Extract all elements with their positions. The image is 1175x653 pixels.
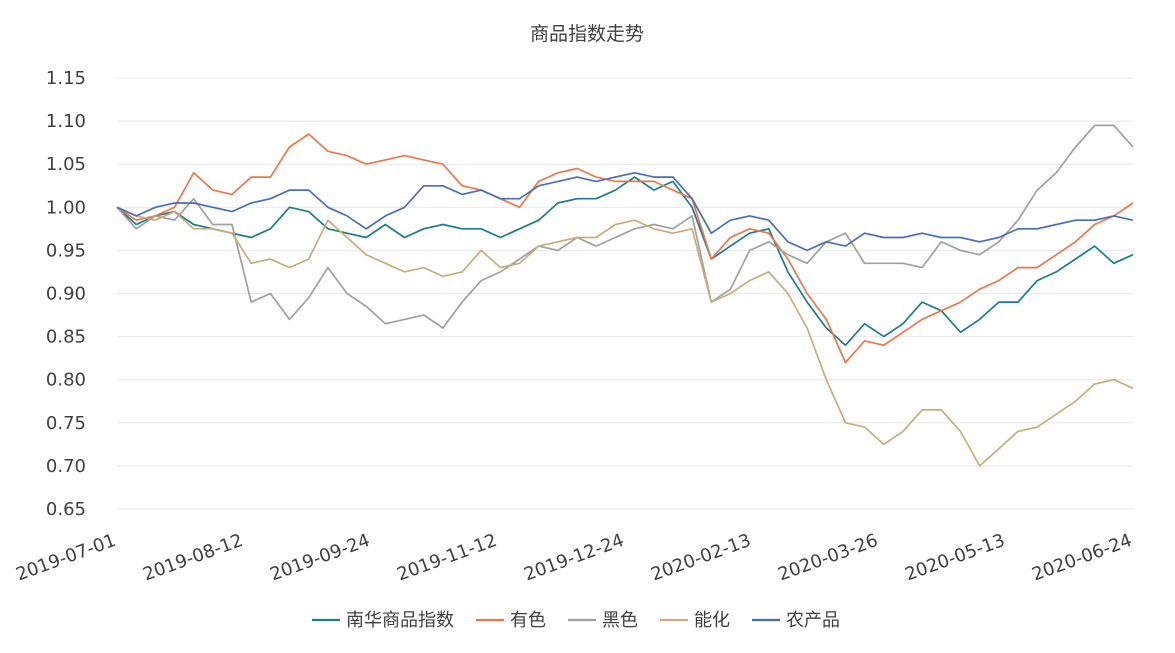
- y-tick-label: 1.00: [46, 197, 86, 218]
- x-tick-label: 2020-03-26: [775, 530, 880, 586]
- legend: 南华商品指数 有色 黑色 能化 农产品: [312, 610, 840, 631]
- y-tick-label: 1.05: [46, 154, 86, 175]
- y-axis-ticks: 1.15 1.10 1.05 1.00 0.95 0.90 0.85 0.80 0.75 0.70…: [46, 68, 86, 520]
- series-line-4: [116, 171, 1134, 252]
- series-line-2: [116, 124, 1134, 329]
- legend-label: 农产品: [786, 610, 840, 631]
- series-line-1: [116, 133, 1134, 364]
- x-tick-label: 2019-07-01: [13, 530, 118, 586]
- y-tick-label: 1.15: [46, 68, 86, 89]
- legend-label: 南华商品指数: [346, 610, 454, 631]
- y-tick-label: 0.95: [46, 240, 86, 261]
- y-tick-label: 0.75: [46, 413, 86, 434]
- y-tick-label: 1.10: [46, 111, 86, 132]
- series-line-3: [116, 206, 1134, 467]
- y-tick-label: 0.90: [46, 284, 86, 305]
- x-tick-label: 2020-06-24: [1029, 530, 1134, 586]
- x-tick-label: 2019-12-24: [521, 530, 626, 586]
- grid-lines: [117, 77, 1133, 510]
- x-tick-label: 2020-05-13: [902, 530, 1007, 586]
- legend-label: 能化: [694, 610, 730, 631]
- x-tick-label: 2020-02-13: [648, 530, 753, 586]
- legend-label: 黑色: [602, 610, 638, 631]
- y-tick-label: 0.80: [46, 370, 86, 391]
- x-axis-ticks: 2019-07-01 2019-08-12 2019-09-24 2019-11-12…: [13, 530, 1134, 586]
- x-tick-label: 2019-09-24: [267, 530, 372, 586]
- series-lines: [116, 124, 1134, 467]
- x-tick-label: 2019-11-12: [394, 530, 499, 586]
- series-line-0: [116, 176, 1134, 347]
- y-tick-label: 0.85: [46, 327, 86, 348]
- y-tick-label: 0.70: [46, 456, 86, 477]
- x-tick-label: 2019-08-12: [140, 530, 245, 586]
- legend-label: 有色: [510, 610, 546, 631]
- y-tick-label: 0.65: [46, 499, 86, 520]
- chart-title: 商品指数走势: [530, 23, 644, 45]
